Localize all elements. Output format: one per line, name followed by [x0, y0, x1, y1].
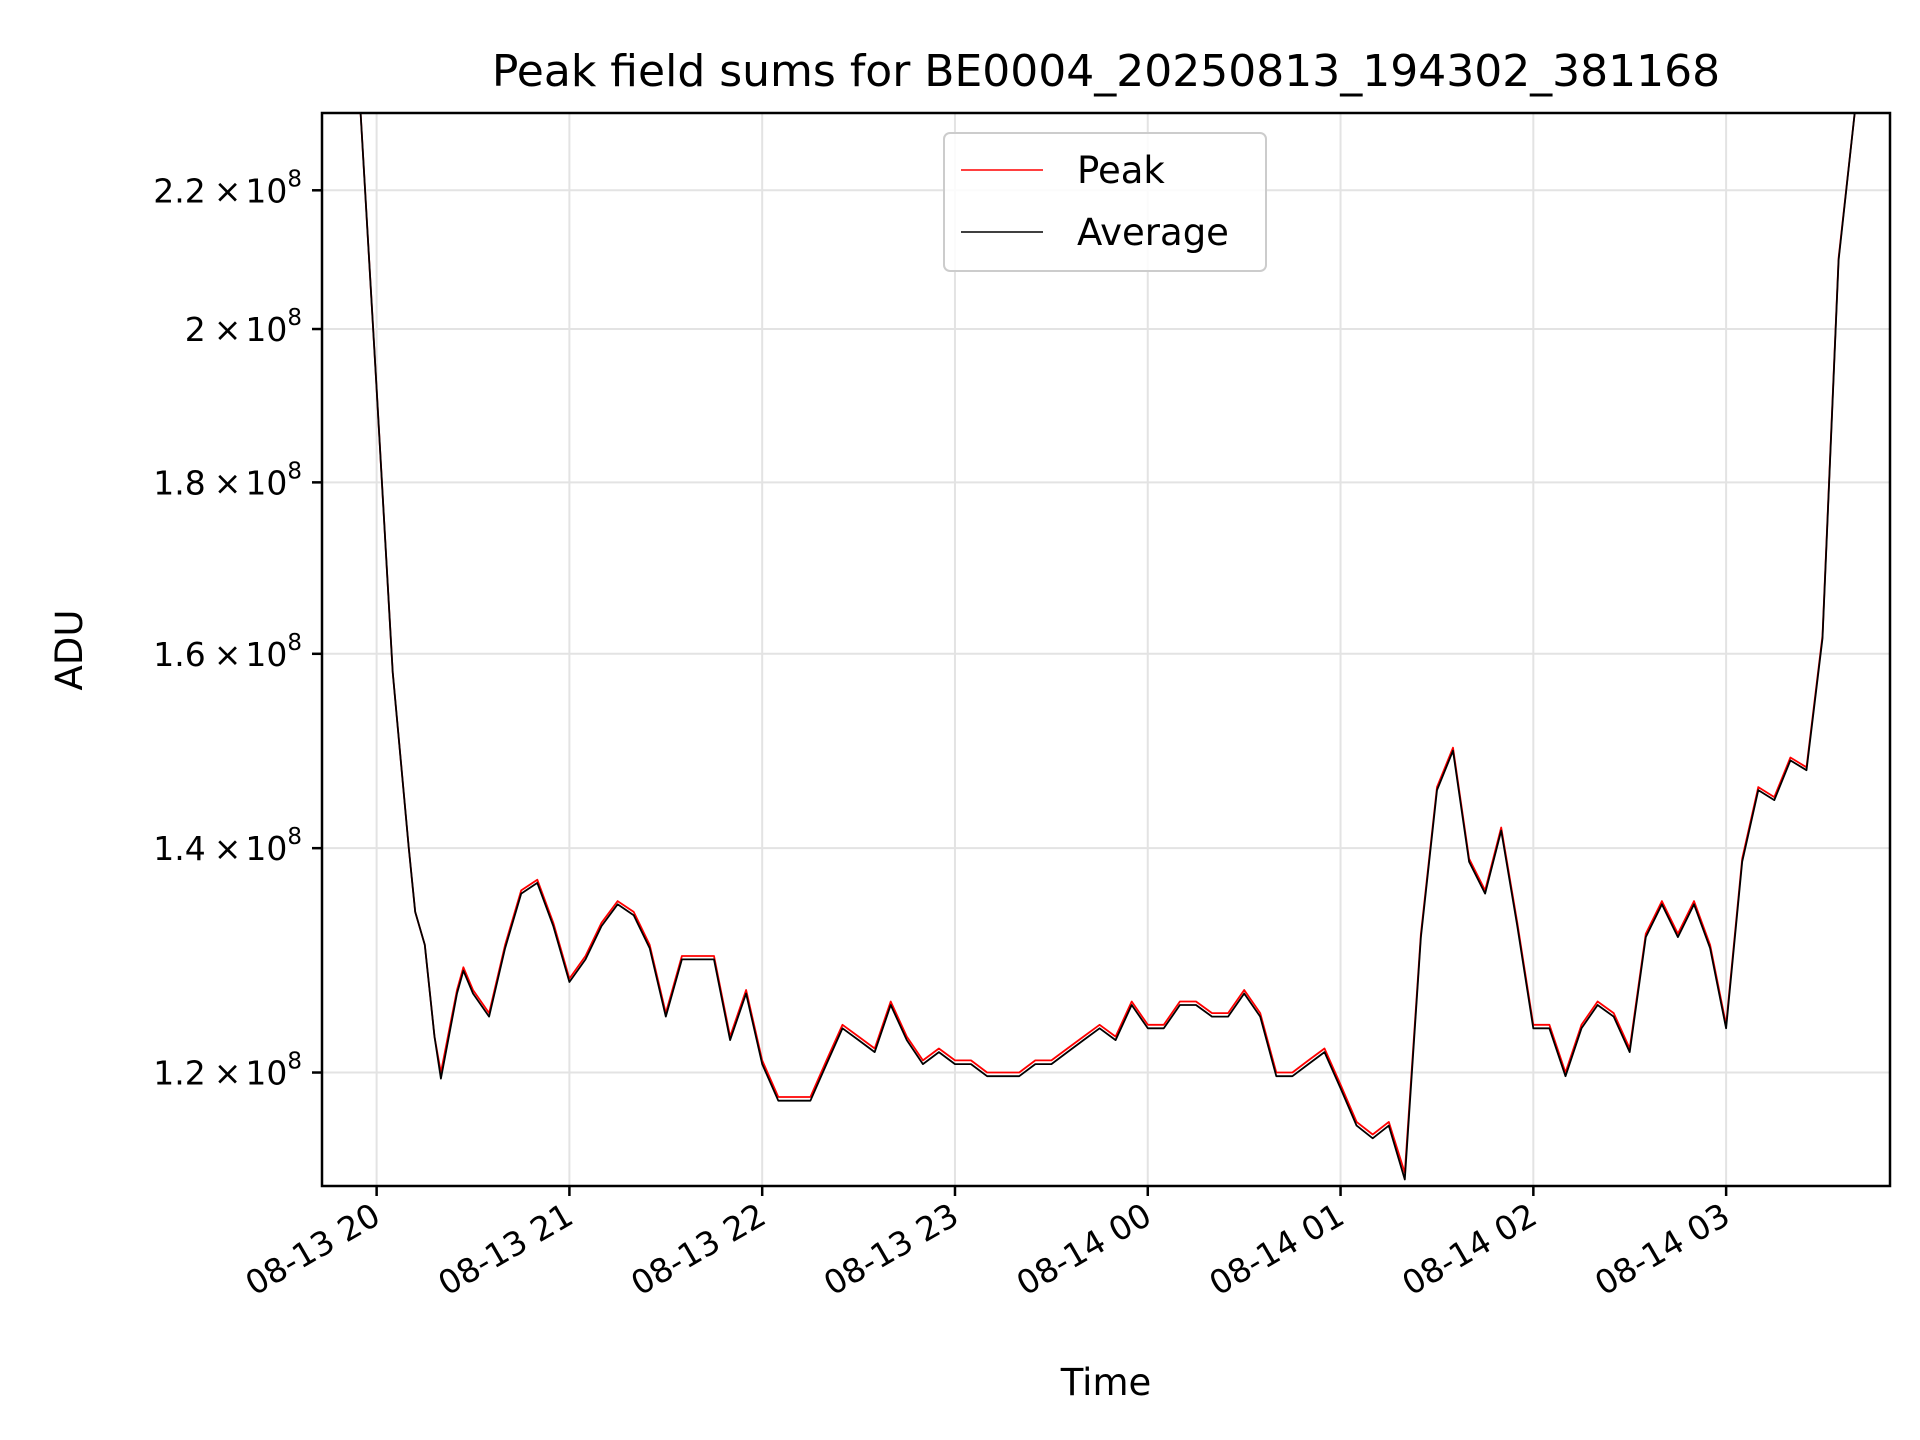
y-tick-exponent: 8 [287, 305, 302, 331]
series-layer [322, 112, 1890, 1181]
x-tick-label: 08-14 02 [1395, 1195, 1543, 1303]
y-tick-exponent: 8 [287, 1049, 302, 1075]
y-tick-base: 10 [245, 171, 287, 210]
y-axis-label: ADU [48, 610, 91, 691]
series-line-average [322, 112, 1890, 1181]
y-tick-mantissa: 1.2 [153, 1054, 205, 1093]
x-tick-label: 08-13 22 [624, 1195, 772, 1303]
chart-title: Peak field sums for BE0004_20250813_1943… [492, 46, 1720, 97]
x-tick-label: 08-14 00 [1010, 1195, 1158, 1303]
y-tick-label: 2.2 × 108 [153, 166, 302, 210]
x-tick-label: 08-13 23 [817, 1195, 965, 1303]
legend-label-average: Average [1077, 211, 1229, 254]
x-tick-label: 08-14 01 [1203, 1195, 1351, 1303]
y-tick-times: × [214, 171, 242, 210]
y-tick-mantissa: 1.6 [153, 635, 205, 674]
y-tick-exponent: 8 [287, 630, 302, 656]
y-tick-base: 10 [245, 310, 287, 349]
y-tick-label: 2 × 108 [185, 305, 302, 349]
y-tick-label: 1.6 × 108 [153, 630, 302, 674]
y-tick-times: × [214, 635, 242, 674]
legend-box [943, 132, 1267, 272]
y-tick-times: × [214, 829, 242, 868]
legend-label-peak: Peak [1077, 149, 1165, 192]
y-tick-mantissa: 1.8 [153, 463, 205, 502]
y-tick-times: × [214, 310, 242, 349]
y-tick-times: × [214, 463, 242, 502]
y-tick-mantissa: 2 [185, 310, 206, 349]
y-tick-label: 1.2 × 108 [153, 1049, 302, 1093]
y-tick-label: 1.8 × 108 [153, 458, 302, 502]
legend: Peak Average [943, 132, 1267, 272]
y-tick-exponent: 8 [287, 824, 302, 850]
y-tick-mantissa: 2.2 [153, 171, 205, 210]
x-axis: 08-13 20 08-13 21 08-13 22 08-13 23 08-14 00… [239, 1186, 1736, 1303]
y-tick-label: 1.4 × 108 [153, 824, 302, 868]
y-tick-exponent: 8 [287, 458, 302, 484]
series-line-peak [322, 112, 1890, 1174]
y-tick-base: 10 [245, 635, 287, 674]
x-axis-label: Time [1060, 1361, 1152, 1404]
grid-lines [322, 113, 1890, 1186]
y-tick-base: 10 [245, 1054, 287, 1093]
x-tick-label: 08-14 03 [1588, 1195, 1736, 1303]
x-tick-label: 08-13 20 [239, 1195, 387, 1303]
y-tick-base: 10 [245, 463, 287, 502]
y-tick-base: 10 [245, 829, 287, 868]
y-tick-mantissa: 1.4 [153, 829, 205, 868]
x-tick-label: 08-13 21 [431, 1195, 579, 1303]
plot-frame [320, 111, 1892, 1188]
y-tick-exponent: 8 [287, 166, 302, 192]
y-tick-times: × [214, 1054, 242, 1093]
